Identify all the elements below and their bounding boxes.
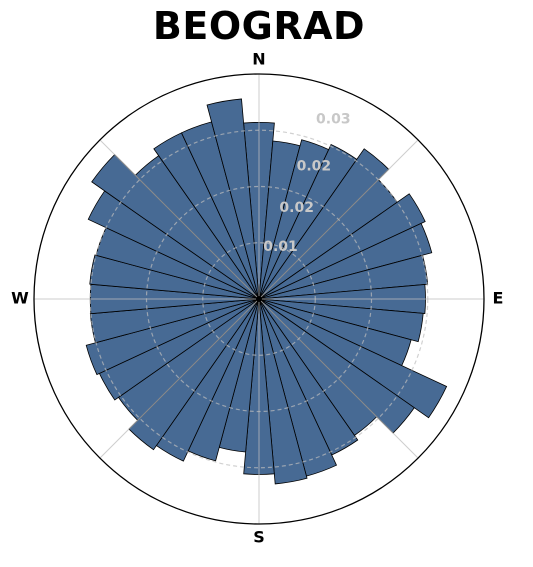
direction-bar-120 — [258, 298, 448, 419]
radial-tick-label: 0.03 — [316, 112, 351, 128]
angular-gridline — [258, 139, 419, 300]
wind-rose-bars — [85, 98, 448, 485]
angular-gridline — [99, 298, 260, 459]
direction-bar-70 — [258, 222, 433, 300]
radial-tick-label: 0.02 — [297, 159, 332, 175]
direction-bar-60 — [258, 193, 426, 300]
direction-bar-350 — [206, 98, 260, 300]
south-label: S — [253, 528, 265, 547]
polar-outline — [33, 73, 485, 525]
east-label: E — [493, 289, 504, 308]
direction-bar-250 — [85, 298, 260, 376]
center-point — [256, 296, 262, 302]
angular-gridline — [258, 298, 419, 459]
direction-bar-170 — [258, 298, 308, 485]
west-label: W — [11, 289, 29, 308]
polar-labels: 0.01 0.02 0.02 0.03 N E S W — [11, 50, 503, 547]
radial-tick-label: 0.02 — [279, 200, 314, 216]
radial-tick-label: 0.01 — [263, 239, 298, 255]
polar-grid — [33, 73, 485, 525]
north-label: N — [252, 50, 265, 69]
chart-title: BEOGRAD — [152, 4, 366, 48]
angular-gridline — [99, 139, 260, 300]
